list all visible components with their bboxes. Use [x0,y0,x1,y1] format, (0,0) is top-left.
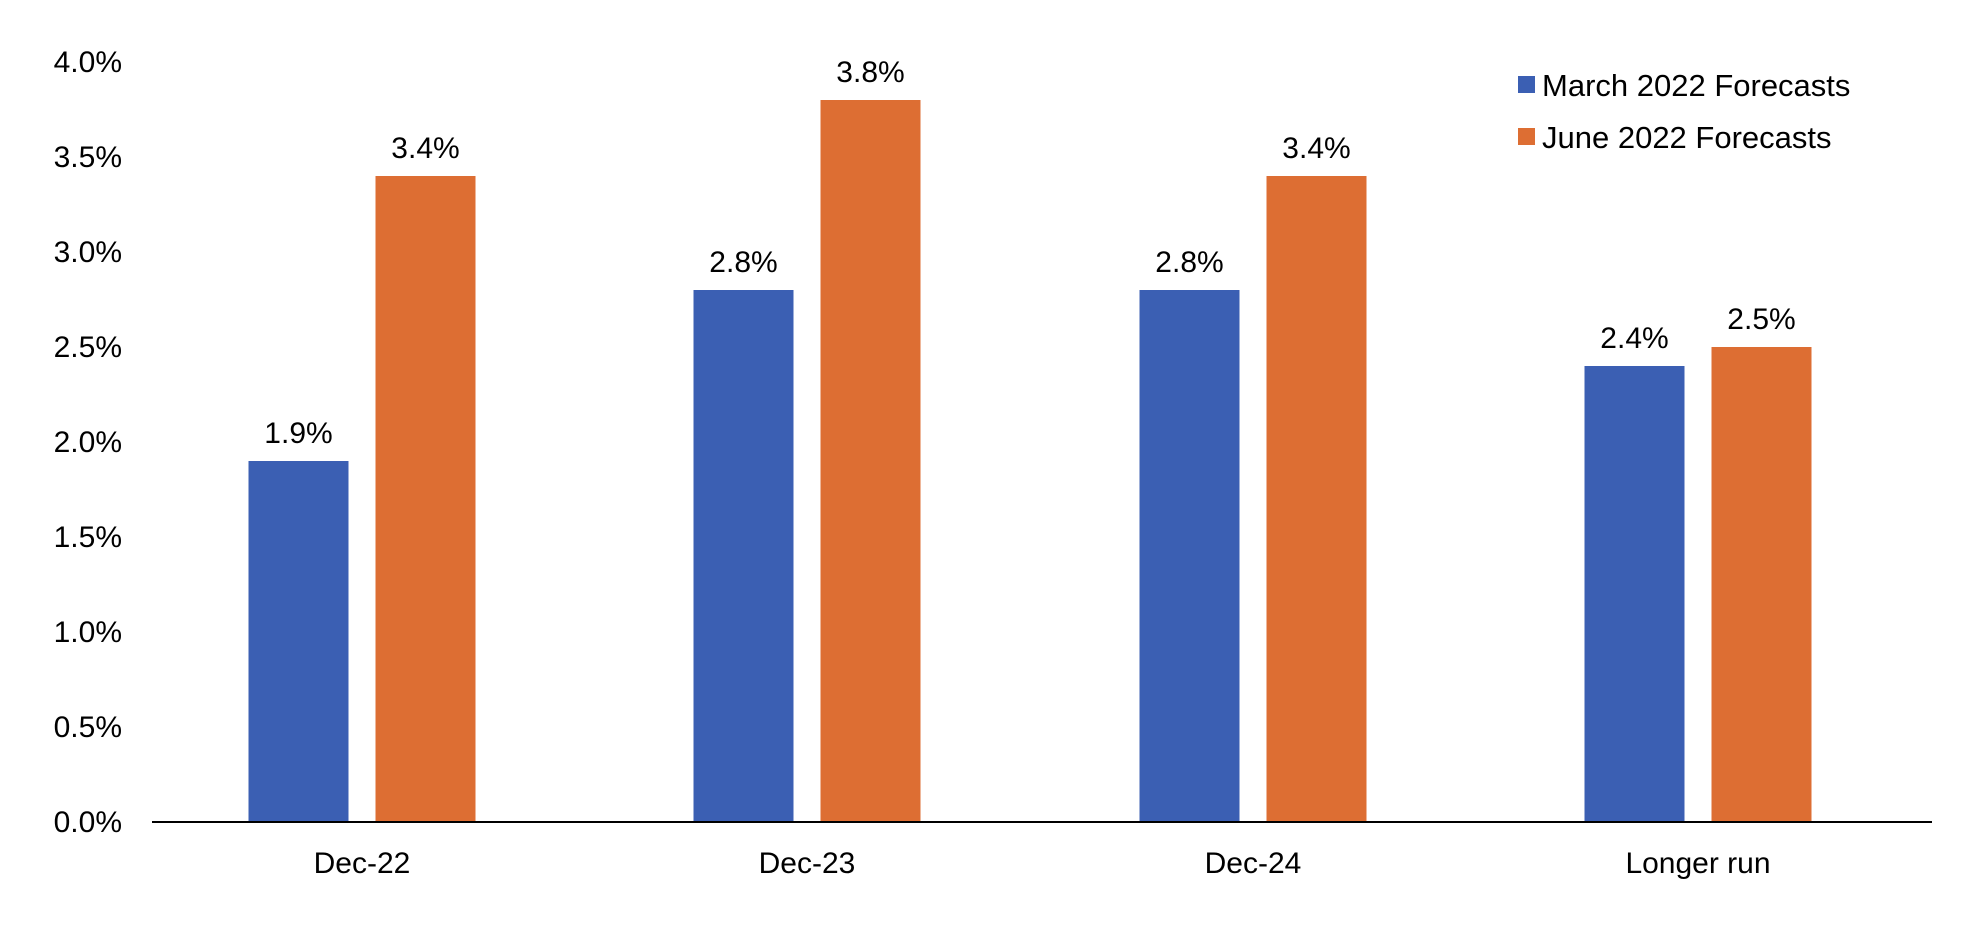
x-category-label: Dec-22 [314,847,411,880]
legend: March 2022 Forecasts June 2022 Forecasts [1518,68,1850,155]
bars-group [248,100,1812,822]
y-tick-label: 2.0% [54,426,122,459]
legend-label: June 2022 Forecasts [1542,120,1832,155]
bar-march-dec-24 [1139,290,1240,822]
bar-march-dec-22 [248,461,349,822]
data-label: 2.4% [1600,322,1668,355]
y-tick-label: 3.0% [54,236,122,269]
x-category-label: Dec-24 [1205,847,1302,880]
bar-june-dec-23 [820,100,921,822]
legend-swatch [1518,128,1535,145]
data-label: 2.8% [1155,246,1223,279]
data-label: 2.8% [709,246,777,279]
bar-june-longer-run [1711,347,1812,822]
y-tick-label: 1.0% [54,616,122,649]
x-category-label: Longer run [1625,847,1770,880]
legend-label: March 2022 Forecasts [1542,68,1850,103]
y-tick-label: 0.5% [54,711,122,744]
bar-march-longer-run [1584,366,1685,822]
y-axis-ticks: 0.0% 0.5% 1.0% 1.5% 2.0% 2.5% 3.0% 3.5% 4.0% [54,46,122,839]
x-category-label: Dec-23 [759,847,856,880]
y-tick-label: 4.0% [54,46,122,79]
bar-june-dec-24 [1266,176,1367,822]
legend-item: March 2022 Forecasts [1518,68,1850,103]
data-label: 1.9% [264,417,332,450]
data-label: 3.8% [836,56,904,89]
data-label: 3.4% [391,132,459,165]
y-tick-label: 1.5% [54,521,122,554]
bar-march-dec-23 [693,290,794,822]
x-axis-labels: Dec-22 Dec-23 Dec-24 Longer run [314,847,1771,880]
legend-item: June 2022 Forecasts [1518,120,1832,155]
y-tick-label: 2.5% [54,331,122,364]
y-tick-label: 0.0% [54,806,122,839]
data-label: 3.4% [1282,132,1350,165]
data-label: 2.5% [1727,303,1795,336]
legend-swatch [1518,76,1535,93]
y-tick-label: 3.5% [54,141,122,174]
bar-june-dec-22 [375,176,476,822]
data-labels-group: 1.9% 3.4% 2.8% 3.8% 2.8% 3.4% 2.4% 2.5% [264,56,1795,450]
